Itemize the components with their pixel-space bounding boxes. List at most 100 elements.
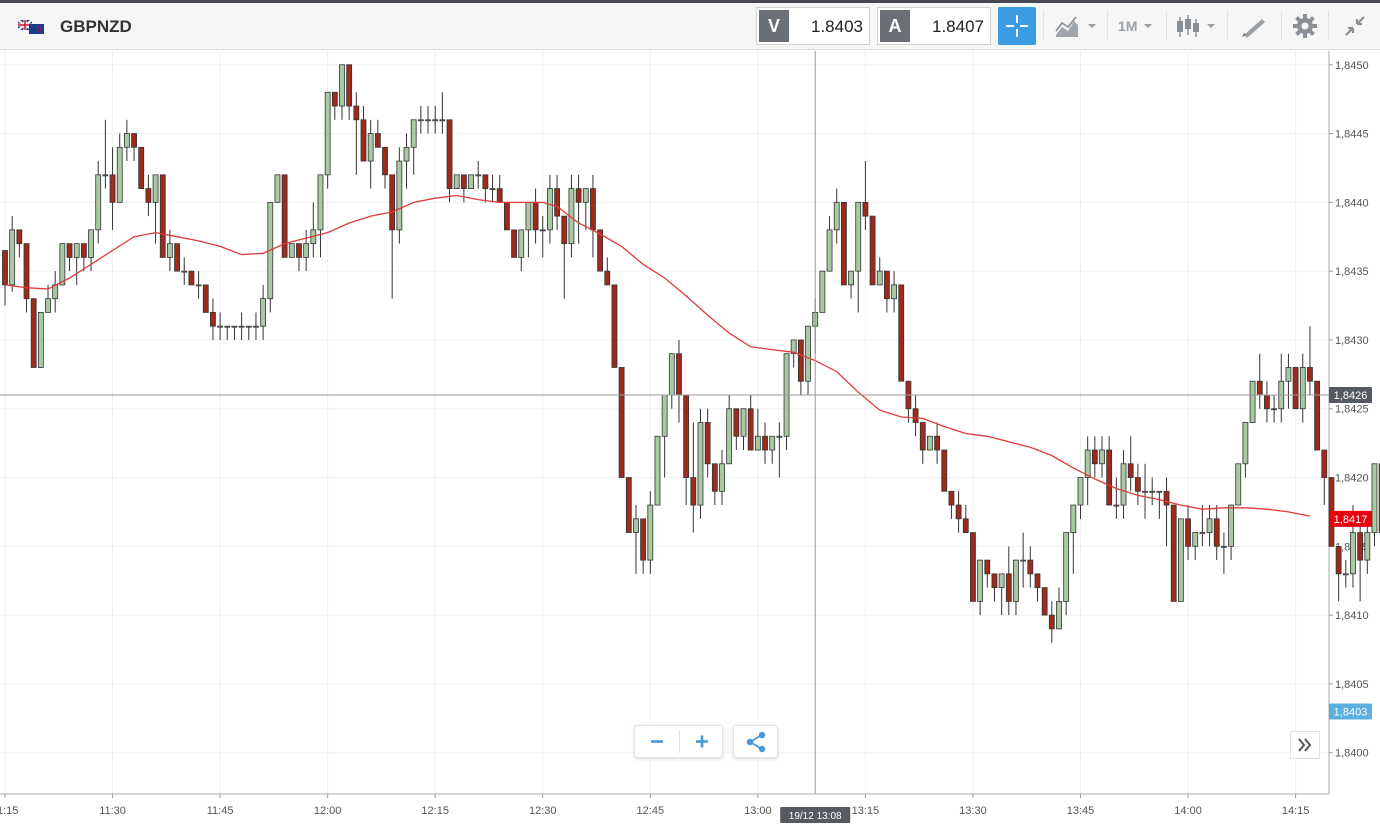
candle-body (941, 449, 948, 492)
candle-body (1170, 504, 1177, 602)
candle-body (1149, 490, 1156, 493)
candle-body (410, 119, 417, 148)
candle-body (460, 174, 467, 189)
candle-body (647, 504, 654, 561)
x-tick-label: 13:15 (852, 805, 880, 817)
candle-body (88, 229, 94, 258)
candle-body (654, 435, 661, 506)
candle-body (1364, 532, 1371, 561)
candle-body (1106, 449, 1113, 506)
x-tick-label: 12:15 (421, 805, 449, 817)
candle-body (202, 284, 209, 313)
x-tick-label: 12:30 (529, 805, 557, 817)
collapse-button[interactable] (1336, 7, 1374, 45)
x-tick-label: 14:15 (1282, 805, 1310, 817)
instrument-symbol: GBPNZD (60, 17, 132, 36)
candle-body (274, 174, 281, 203)
candle-body (790, 339, 797, 355)
candle-body (661, 394, 668, 437)
scroll-to-latest-button[interactable] (1290, 731, 1320, 759)
crosshair-price-badge-bg (1329, 386, 1372, 403)
candle-body (210, 312, 216, 327)
chart-background (0, 51, 1380, 824)
y-tick-label: 1,8420 (1335, 473, 1369, 485)
crosshair-button[interactable] (998, 7, 1036, 45)
candle-body (1213, 518, 1220, 547)
double-chevron-right-icon (1298, 738, 1312, 752)
candle-body (45, 298, 51, 313)
candle-body (597, 229, 604, 272)
sell-price-box[interactable]: V 1.8403 (756, 7, 870, 45)
candle-body (109, 174, 116, 203)
candle-body (403, 146, 410, 162)
candle-body (726, 408, 733, 465)
buy-label: A (880, 10, 910, 42)
candle-body (260, 298, 267, 327)
x-tick-label: 12:00 (314, 805, 342, 817)
share-button[interactable] (734, 726, 778, 757)
zoom-in-button[interactable] (680, 726, 724, 757)
y-tick-label: 1,8445 (1335, 129, 1369, 141)
zoom-out-button[interactable] (635, 726, 679, 757)
candle-body (611, 284, 618, 368)
collapse-arrows-icon (1345, 16, 1365, 36)
toolbar-separator (1166, 11, 1167, 41)
candle-body (1142, 490, 1148, 493)
candle-body (1027, 559, 1034, 575)
candle-body (1292, 367, 1299, 410)
candle-body (633, 518, 639, 533)
crosshair-time-badge-bg (780, 807, 851, 823)
candle-body (1134, 477, 1141, 492)
candle-body (762, 435, 768, 451)
settings-button[interactable] (1286, 7, 1324, 45)
drawing-tools-button[interactable] (1234, 7, 1274, 45)
candle-body (1077, 477, 1084, 506)
chart-toolbar: GBPNZD V 1.8403 A 1.8407 1M (0, 3, 1380, 50)
candles-button[interactable] (1172, 7, 1222, 45)
candle-body (1120, 463, 1127, 506)
candle-body (138, 146, 145, 189)
price-chart[interactable]: 1,8450 1,8445 1,8440 1,8435 1,8430 1,8425 1,84… (0, 51, 1380, 824)
y-tick-label: 1,8440 (1335, 197, 1369, 209)
candle-body (482, 174, 489, 189)
plus-icon (696, 735, 708, 748)
candle-body (1127, 463, 1134, 478)
chart-type-line-button[interactable] (1052, 7, 1102, 45)
candle-body (1342, 573, 1349, 576)
candle-body (16, 229, 23, 245)
candle-body (590, 188, 596, 231)
timeframe-button[interactable] (1112, 7, 1162, 45)
ma-value-badge-bg (1329, 510, 1372, 527)
candle-body (1177, 518, 1184, 602)
candle-body (912, 408, 919, 423)
candle-body (740, 408, 747, 437)
candle-body (855, 201, 862, 272)
buy-price-box[interactable]: A 1.8407 (877, 7, 991, 45)
candle-body (475, 174, 482, 177)
candle-body (59, 243, 66, 286)
candle-body (1070, 504, 1077, 533)
candle-body (919, 422, 926, 451)
y-tick-label: 1,8430 (1335, 335, 1369, 347)
candle-body (525, 201, 532, 231)
candle-body (697, 422, 704, 506)
candle-body (532, 201, 539, 231)
candle-body (1285, 367, 1292, 382)
x-tick-label: 13:30 (959, 805, 987, 817)
candle-body (353, 105, 360, 121)
candle-body (102, 174, 109, 177)
zoom-separator (679, 730, 680, 753)
toolbar-separator (1043, 11, 1044, 41)
candle-body (1084, 449, 1091, 478)
top-border (0, 0, 1380, 3)
y-tick-label: 1,8405 (1335, 679, 1369, 691)
candle-body (1307, 367, 1313, 382)
y-tick-label: 1,8410 (1335, 610, 1369, 622)
candle-body (1056, 600, 1062, 630)
candle-body (224, 325, 231, 328)
candle-body (382, 146, 388, 176)
x-tick-label: 12:45 (637, 805, 665, 817)
candle-body (468, 174, 474, 189)
candle-body (174, 243, 180, 272)
candle-body (95, 174, 102, 231)
